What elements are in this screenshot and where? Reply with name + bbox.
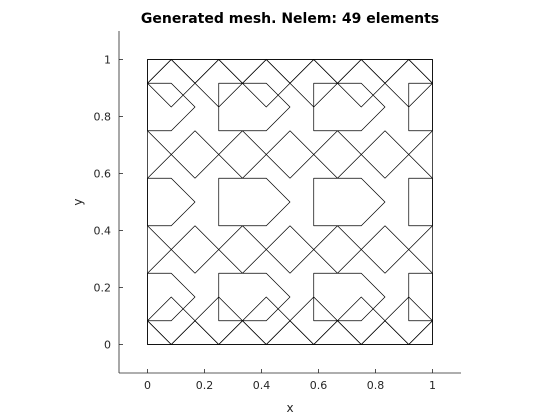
x-tick-label: 0.8 xyxy=(367,379,385,392)
y-tick-label: 0 xyxy=(104,339,111,352)
mesh-edge xyxy=(147,225,196,274)
axes-box xyxy=(118,31,461,374)
x-tick-label: 0.4 xyxy=(253,379,271,392)
x-tick-label: 0 xyxy=(144,379,151,392)
mesh-element xyxy=(313,82,386,132)
mesh-edge xyxy=(384,225,433,274)
mesh-element xyxy=(218,272,291,322)
y-tick-label: 0.2 xyxy=(94,282,112,295)
mesh-edge xyxy=(147,130,196,179)
ticks-layer: 0 0.2 0.4 0.6 0.8 1 0 0.2 0.4 0.6 0.8 1 xyxy=(94,54,437,393)
mesh-edge xyxy=(289,225,338,274)
x-tick-label: 0.6 xyxy=(310,379,328,392)
mesh-edge xyxy=(337,130,386,179)
y-tick-label: 0.6 xyxy=(94,168,112,181)
mesh-layer xyxy=(147,59,433,345)
mesh-edge xyxy=(337,225,386,274)
mesh-element xyxy=(147,82,196,132)
y-tick-label: 0.4 xyxy=(94,225,112,238)
mesh-element xyxy=(147,177,196,227)
mesh-element xyxy=(218,177,291,227)
mesh-element xyxy=(313,177,386,227)
mesh-edge xyxy=(384,130,433,179)
x-tick-label: 0.2 xyxy=(196,379,214,392)
y-tick-label: 1 xyxy=(104,54,111,67)
y-axis-label: y xyxy=(71,198,85,205)
mesh-edge xyxy=(194,130,243,179)
x-tick-label: 1 xyxy=(429,379,436,392)
mesh-edge xyxy=(194,225,243,274)
x-axis-label: x xyxy=(286,401,293,415)
mesh-edge xyxy=(242,130,291,179)
figure-title: Generated mesh. Nelem: 49 elements xyxy=(141,11,439,27)
mesh-element xyxy=(408,82,433,132)
mesh-element xyxy=(147,272,196,322)
mesh-element xyxy=(218,82,291,132)
mesh-edge xyxy=(289,130,338,179)
y-tick-label: 0.8 xyxy=(94,111,112,124)
mesh-element xyxy=(313,272,386,322)
mesh-edge xyxy=(242,225,291,274)
mesh-element xyxy=(408,177,433,227)
